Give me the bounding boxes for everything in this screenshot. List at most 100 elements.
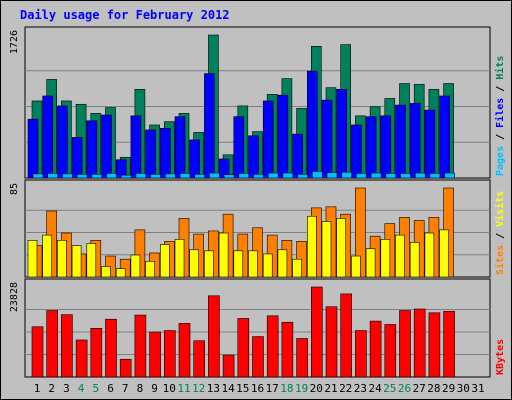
legend-hits: Hits: [494, 56, 506, 80]
kbytes-bar: [369, 320, 382, 378]
files-bar: [351, 124, 362, 179]
files-bar: [321, 99, 333, 179]
visits-bar: [321, 221, 332, 278]
x-tick-label: 12: [192, 382, 205, 395]
visits-bar: [71, 245, 82, 278]
pages-bar: [341, 171, 353, 179]
pages-bar: [267, 172, 279, 179]
pages-bar: [76, 173, 88, 179]
files-bar: [306, 70, 318, 179]
visits-bar: [174, 239, 185, 278]
panel-2-legend: Sites / Visits: [494, 191, 506, 275]
y-max-label: 23828: [9, 282, 20, 312]
x-tick-label: 22: [339, 382, 352, 395]
visits-bar: [101, 266, 111, 278]
kbytes-bar: [340, 293, 353, 378]
kbytes-bar: [310, 286, 323, 378]
x-tick-label: 14: [221, 382, 235, 395]
legend-separator: /: [495, 80, 506, 98]
x-tick-label: 31: [471, 382, 484, 395]
visits-bar: [292, 258, 302, 278]
pages-bar: [120, 174, 132, 179]
kbytes-bar: [31, 326, 44, 378]
visits-bar: [248, 250, 258, 278]
kbytes-bar: [61, 314, 73, 378]
pages-bar: [297, 173, 308, 179]
visits-bar: [218, 232, 229, 278]
files-bar: [409, 103, 421, 179]
pages-bar: [194, 173, 205, 179]
files-bar: [204, 73, 215, 179]
pages-bar: [91, 173, 103, 179]
x-tick-label: 4: [78, 382, 85, 395]
x-tick-label: 13: [207, 382, 220, 395]
files-bar: [145, 129, 156, 179]
x-tick-label: 17: [266, 382, 279, 395]
files-bar: [277, 94, 289, 179]
files-bar: [336, 89, 348, 179]
x-tick-label: 16: [251, 382, 264, 395]
x-tick-label: 27: [413, 382, 426, 395]
chart-title: Daily usage for February 2012: [20, 8, 230, 22]
files-bar: [86, 120, 98, 179]
legend-visits: Visits: [494, 191, 506, 227]
x-tick-label: 8: [137, 382, 144, 395]
visits-bar: [424, 232, 435, 278]
visits-bar: [27, 240, 38, 278]
kbytes-bar: [325, 306, 338, 378]
x-tick-label: 1: [34, 382, 41, 395]
files-bar: [365, 116, 377, 179]
kbytes-bar: [413, 308, 426, 378]
x-tick-label: 23: [354, 382, 367, 395]
files-bar: [233, 116, 245, 179]
pages-bar: [135, 173, 147, 179]
legend-sites: Sites: [494, 245, 506, 275]
visits-bar: [145, 260, 155, 278]
x-tick-label: 7: [122, 382, 129, 395]
x-tick-label: 3: [63, 382, 70, 395]
kbytes-bar: [134, 314, 147, 378]
x-tick-label: 11: [177, 382, 190, 395]
files-bar: [262, 100, 274, 179]
pages-bar: [400, 173, 411, 179]
legend-separator: /: [495, 128, 506, 146]
x-tick-label: 18: [280, 382, 293, 395]
kbytes-bar: [208, 295, 220, 378]
pages-bar: [223, 174, 235, 179]
files-bar: [174, 116, 186, 179]
x-tick-label: 28: [427, 382, 440, 395]
kbytes-bar: [90, 327, 103, 378]
files-bar: [395, 104, 406, 179]
visits-bar: [365, 248, 376, 278]
pages-bar: [238, 173, 250, 179]
x-tick-label: 26: [398, 382, 411, 395]
files-bar: [130, 115, 142, 179]
x-tick-label: 10: [163, 382, 176, 395]
visits-bar: [380, 239, 391, 278]
kbytes-bar: [384, 324, 397, 378]
x-tick-label: 2: [48, 382, 55, 395]
kbytes-bar: [399, 310, 411, 378]
visits-bar: [395, 234, 405, 278]
kbytes-bar: [237, 318, 250, 378]
kbytes-bar: [178, 323, 191, 378]
pages-bar: [165, 173, 176, 179]
pages-bar: [150, 173, 161, 179]
panel-3-legend: KBytes: [495, 339, 506, 375]
visits-bar: [233, 250, 244, 278]
files-bar: [42, 95, 54, 179]
kbytes-bar: [428, 312, 441, 378]
visits-bar: [160, 244, 170, 278]
kbytes-bar: [75, 339, 88, 378]
x-tick-label: 29: [442, 382, 455, 395]
pages-bar: [311, 171, 323, 179]
visits-bar: [57, 240, 67, 278]
visits-bar: [336, 218, 347, 278]
files-bar: [424, 109, 436, 179]
kbytes-bar: [193, 340, 205, 378]
pages-bar: [32, 173, 44, 179]
kbytes-bar: [149, 331, 161, 378]
y-max-label: 1726: [9, 30, 20, 54]
pages-bar: [429, 173, 441, 179]
